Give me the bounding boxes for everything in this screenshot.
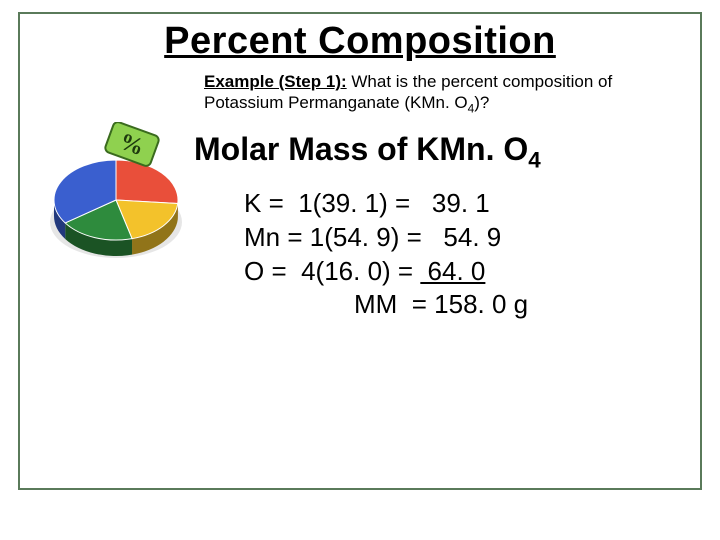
slide-title: Percent Composition: [44, 20, 676, 63]
calc-el-o: O =: [244, 256, 294, 286]
molar-mass-heading: Molar Mass of KMn. O4: [194, 131, 676, 173]
calculation-block: K = 1(39. 1) = 39. 1 Mn = 1(54. 9) = 54.…: [244, 187, 676, 322]
calc-val-mn: 54. 9: [429, 222, 501, 252]
calc-val-k: 39. 1: [417, 188, 489, 218]
pie-chart-svg: %: [36, 122, 196, 272]
calc-el-k: K =: [244, 188, 291, 218]
calc-mid-k: 1(39. 1) =: [291, 188, 417, 218]
calc-row-o: O = 4(16. 0) = 64. 0: [244, 255, 676, 289]
calc-row-mm: MM = 158. 0 g: [354, 288, 676, 322]
calc-row-mn: Mn = 1(54. 9) = 54. 9: [244, 221, 676, 255]
subhead-sub: 4: [528, 147, 540, 172]
example-body-2: )?: [474, 93, 489, 112]
calc-val-o: 64. 0: [420, 255, 485, 289]
subhead-prefix: Molar Mass of KMn. O: [194, 131, 528, 167]
calc-mid-o: 4(16. 0) =: [294, 256, 420, 286]
calc-mid-mn: 1(54. 9) =: [310, 222, 429, 252]
example-text: Example (Step 1): What is the percent co…: [204, 71, 676, 117]
pie-chart: %: [36, 122, 196, 272]
example-label: Example (Step 1):: [204, 72, 347, 91]
calc-row-k: K = 1(39. 1) = 39. 1: [244, 187, 676, 221]
calc-el-mn: Mn =: [244, 222, 310, 252]
slide-frame: Percent Composition Example (Step 1): Wh…: [18, 12, 702, 490]
